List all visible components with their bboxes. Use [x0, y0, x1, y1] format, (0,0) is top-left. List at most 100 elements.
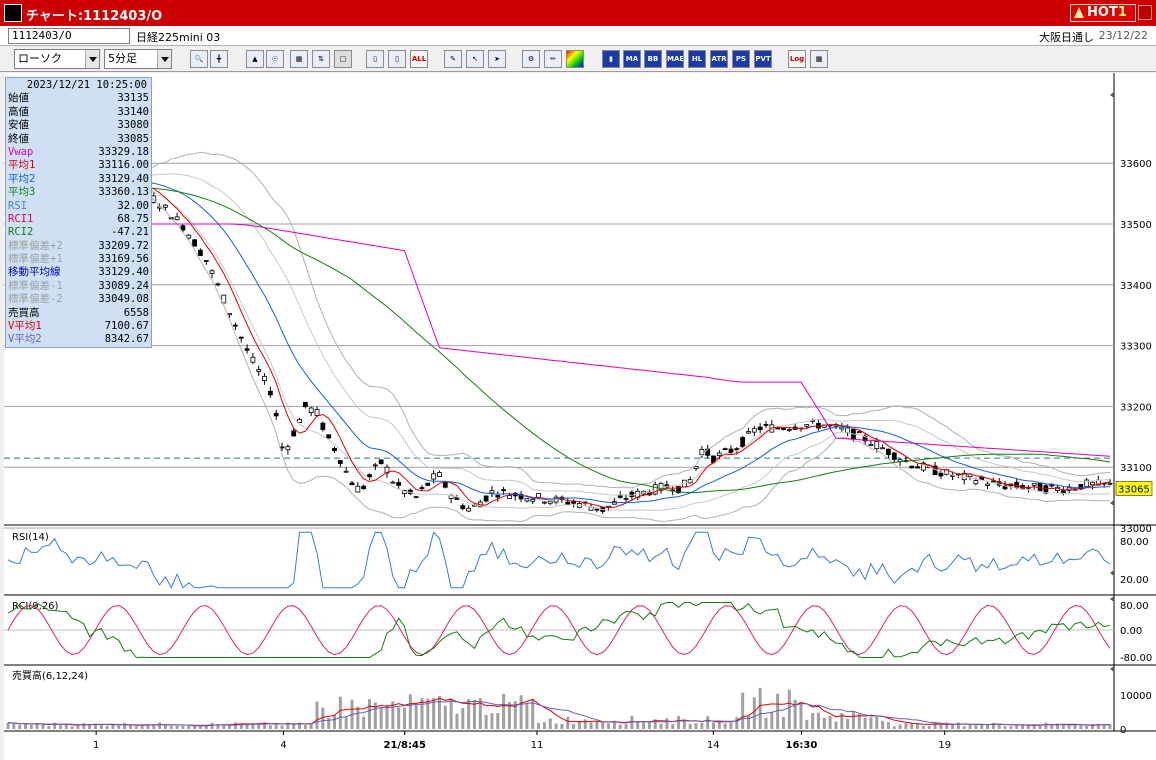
brush-icon[interactable]: ✏: [544, 50, 562, 68]
candle-body: [763, 424, 769, 426]
ps-button[interactable]: PS: [732, 50, 750, 68]
hl-button[interactable]: HL: [688, 50, 706, 68]
volume-bar: [601, 722, 605, 729]
volume-bar: [735, 717, 739, 729]
window-title: チャート:1112403/O: [26, 9, 163, 24]
interval-select[interactable]: 5分足: [104, 49, 172, 69]
volume-tick-label: 0: [1120, 725, 1126, 736]
mae-button[interactable]: MAE: [666, 50, 684, 68]
candle-body: [658, 482, 664, 491]
zoom-icon[interactable]: ☉: [266, 50, 284, 68]
candle-body: [839, 426, 845, 430]
rci1-line: [7, 604, 1111, 656]
rci-label: RCI(9,26): [12, 601, 59, 612]
candle-body: [961, 472, 967, 481]
volume-bar: [263, 722, 267, 729]
volume-bar: [373, 702, 377, 729]
market-name: 大阪日通し: [1039, 31, 1094, 44]
volume-bar: [706, 716, 710, 729]
candle-body: [1060, 490, 1066, 494]
volume-bar: [268, 725, 272, 729]
arrow-icon[interactable]: ➤: [488, 50, 506, 68]
volume-bar: [1091, 724, 1095, 729]
candle-body: [1002, 484, 1008, 490]
candle-body: [232, 324, 238, 327]
volume-bar: [175, 725, 179, 729]
volume-bar: [216, 724, 220, 729]
volume-bar: [659, 723, 663, 729]
info-label: 標準偏差-1: [8, 279, 63, 292]
candle-body: [314, 409, 320, 416]
data-window: 2023/12/21 10:25:00 始値 33135 高値 33140 安値 3308…: [5, 77, 152, 348]
candle-body: [320, 422, 326, 430]
volume-bar: [851, 711, 855, 729]
bars-icon[interactable]: ▮: [602, 50, 620, 68]
symbol-bar: 1112403/O 日経225mini 03 大阪日通し 23/12/22: [0, 26, 1156, 46]
window-icon[interactable]: ▩: [810, 50, 828, 68]
calendar-icon[interactable]: □: [334, 50, 352, 68]
chart-grid-icon[interactable]: ▦: [290, 50, 308, 68]
info-row: 始値 33135: [8, 92, 149, 105]
time-tick-label: 21/8:45: [383, 740, 425, 751]
rci-tick-label: 0.00: [1120, 626, 1142, 637]
volume-bar: [1044, 722, 1048, 729]
candle-body: [1072, 488, 1078, 491]
candle-body: [746, 431, 751, 434]
info-value: 33169.56: [98, 253, 149, 266]
info-value: 33135: [117, 92, 149, 105]
volume-bar: [1056, 723, 1060, 729]
candle-body: [163, 204, 168, 208]
trend-tool-icon[interactable]: ▲: [246, 50, 264, 68]
volume-bar: [321, 707, 325, 729]
log-button[interactable]: Log: [788, 50, 806, 68]
symbol-code-input[interactable]: 1112403/O: [8, 28, 130, 44]
rci-tick-label: -80.00: [1120, 653, 1152, 664]
candle-b-icon[interactable]: ▯: [388, 50, 406, 68]
close-button[interactable]: [1138, 5, 1152, 20]
candle-body: [547, 500, 553, 504]
settings-icon[interactable]: ⚙: [522, 50, 540, 68]
candle-a-icon[interactable]: ▯: [366, 50, 384, 68]
volume-bar: [787, 689, 791, 729]
pvt-button[interactable]: PVT: [754, 50, 772, 68]
candle-body: [501, 489, 507, 492]
color-icon[interactable]: [566, 50, 584, 68]
volume-bar: [816, 712, 820, 729]
volume-bar: [222, 724, 226, 729]
crosshair-icon[interactable]: ╋: [210, 50, 228, 68]
chart-type-select[interactable]: ローソク: [14, 49, 100, 69]
candle-body: [804, 424, 810, 427]
volume-bar: [927, 726, 931, 729]
price-tick-label: 33400: [1120, 281, 1152, 292]
volume-bar: [717, 722, 721, 729]
ma-button[interactable]: MA: [623, 50, 641, 68]
cursor-icon[interactable]: ↖: [466, 50, 484, 68]
magnifier-icon[interactable]: 🔍: [190, 50, 208, 68]
candle-body: [186, 234, 192, 239]
hot-button[interactable]: HOT1: [1070, 4, 1136, 22]
compare-icon[interactable]: ⇅: [312, 50, 330, 68]
volume-bar: [64, 724, 68, 729]
candle-body: [909, 465, 915, 469]
volume-bar: [846, 718, 850, 729]
all-button[interactable]: ALL: [410, 50, 428, 68]
bb-button[interactable]: BB: [644, 50, 662, 68]
volume-bar: [239, 723, 243, 729]
info-value: -47.21: [111, 226, 149, 239]
volume-bar: [700, 722, 704, 729]
candle-body: [209, 270, 215, 274]
candle-body: [419, 487, 425, 489]
candle-body: [693, 466, 699, 469]
volume-bar: [612, 720, 616, 729]
chart-area[interactable]: 33600 33500 33400 33300 33200 33100 33000 33065…: [4, 73, 1156, 760]
candle-body: [891, 452, 897, 460]
volume-bar: [729, 722, 733, 729]
atr-button[interactable]: ATR: [710, 50, 728, 68]
volume-bar: [577, 721, 581, 729]
volume-bar: [379, 707, 383, 729]
info-label: V平均2: [8, 333, 42, 346]
volume-bar: [525, 703, 529, 729]
volume-bar: [822, 717, 826, 729]
pencil-icon[interactable]: ✎: [444, 50, 462, 68]
candle-body: [874, 441, 880, 450]
